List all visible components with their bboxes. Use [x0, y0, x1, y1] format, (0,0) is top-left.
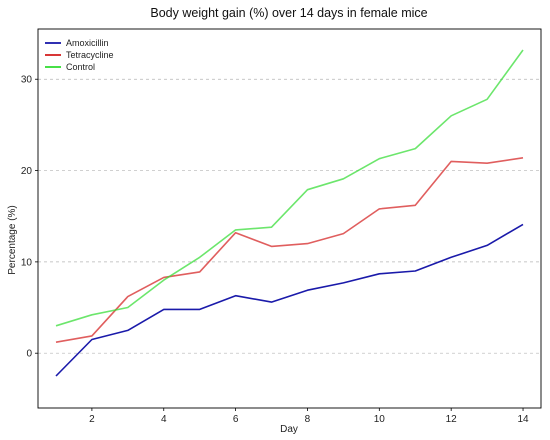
x-tick-label: 2	[89, 414, 95, 425]
x-tick-label: 8	[305, 414, 311, 425]
y-tick-label: 10	[21, 257, 33, 268]
x-tick-label: 4	[161, 414, 167, 425]
x-tick-label: 10	[374, 414, 386, 425]
y-tick-label: 0	[26, 349, 32, 360]
y-axis-label: Percentage (%)	[7, 205, 18, 274]
x-tick-label: 12	[446, 414, 458, 425]
x-tick-label: 14	[517, 414, 529, 425]
legend-label-amoxicillin: Amoxicillin	[66, 38, 109, 48]
legend-label-tetracycline: Tetracycline	[66, 50, 114, 60]
legend-label-control: Control	[66, 62, 95, 72]
x-axis-label: Day	[280, 424, 298, 435]
series-lines	[55, 49, 524, 377]
plot-area-frame	[37, 28, 542, 409]
x-tick-label: 6	[233, 414, 239, 425]
y-tick-label: 30	[21, 75, 33, 86]
legend: Amoxicillin Tetracycline Control	[45, 38, 114, 72]
series-line-control	[55, 49, 524, 327]
chart-title: Body weight gain (%) over 14 days in fem…	[150, 6, 427, 20]
y-tick-label: 20	[21, 166, 33, 177]
series-line-amoxicillin	[55, 223, 524, 377]
axis-ticks: 0 10 20 30 2 4 6 8 10 12 14	[21, 75, 529, 425]
series-line-tetracycline	[55, 157, 524, 343]
